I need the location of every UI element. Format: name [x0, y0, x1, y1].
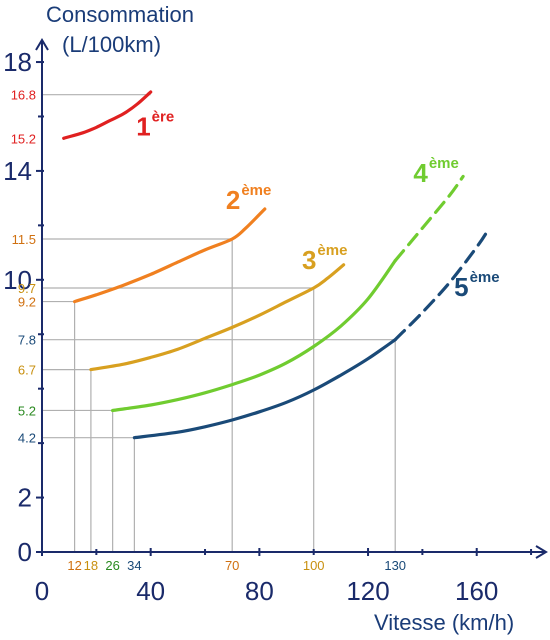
gear-label-suffix: ère — [152, 109, 175, 126]
gear-label-suffix: ème — [317, 242, 347, 259]
y-value-label: 7.8 — [18, 333, 36, 348]
x-value-label: 12 — [67, 558, 81, 573]
gear-label-suffix: ème — [241, 182, 271, 199]
x-axis-arrow — [535, 545, 548, 559]
y-value-label: 16.8 — [11, 88, 36, 103]
x-tick-label: 0 — [35, 576, 49, 606]
x-axis-title: Vitesse (km/h) — [374, 610, 514, 635]
series-line-gear-5 — [132, 338, 397, 440]
y-axis-title-line2: (L/100km) — [62, 32, 161, 57]
gear-label-number: 1 — [136, 112, 150, 142]
y-tick-label: 18 — [3, 47, 32, 77]
x-value-label: 34 — [127, 558, 141, 573]
series-line-gear-3 — [89, 263, 346, 372]
x-value-label: 18 — [84, 558, 98, 573]
gear-label-number: 5 — [454, 272, 468, 302]
series-line-gear-4-extension — [393, 174, 465, 263]
y-value-label: 9.2 — [18, 295, 36, 310]
x-tick-label: 80 — [245, 576, 274, 606]
guide-lines — [42, 94, 396, 552]
y-tick-label: 0 — [18, 537, 32, 567]
series-line-gear-5-extension — [393, 229, 490, 342]
y-value-label: 5.2 — [18, 403, 36, 418]
gear-label-number: 3 — [302, 245, 316, 275]
x-value-label: 100 — [303, 558, 325, 573]
gear-label-number: 4 — [413, 158, 428, 188]
y-tick-label: 14 — [3, 156, 32, 186]
gear-label-number: 2 — [226, 185, 240, 215]
y-value-label: 15.2 — [11, 131, 36, 146]
x-tick-label: 160 — [455, 576, 498, 606]
x-tick-label: 40 — [136, 576, 165, 606]
x-tick-label: 120 — [346, 576, 389, 606]
y-tick-label: 10 — [3, 265, 32, 295]
series-line-gear-1 — [62, 90, 153, 140]
value-annotations: 16.815.211.59.79.27.86.75.24.212 18 26 34 70… — [11, 88, 406, 573]
y-value-label: 11.5 — [12, 232, 36, 247]
x-value-label: 130 — [384, 558, 406, 573]
series-line-gear-2 — [73, 207, 267, 304]
series-curves — [62, 90, 490, 440]
y-axis-arrow — [35, 38, 49, 51]
y-value-label: 9.7 — [18, 281, 36, 296]
series-line-gear-4 — [111, 259, 397, 413]
gear-label-suffix: ème — [429, 155, 459, 172]
x-value-label: 26 — [105, 558, 119, 573]
gear-label-suffix: ème — [470, 269, 500, 286]
x-value-label: 70 — [225, 558, 239, 573]
y-value-label: 6.7 — [18, 363, 36, 378]
y-value-label: 4.2 — [18, 431, 36, 446]
y-axis-title-line1: Consommation — [46, 2, 194, 27]
axes — [35, 38, 548, 559]
y-tick-label: 2 — [18, 483, 32, 513]
